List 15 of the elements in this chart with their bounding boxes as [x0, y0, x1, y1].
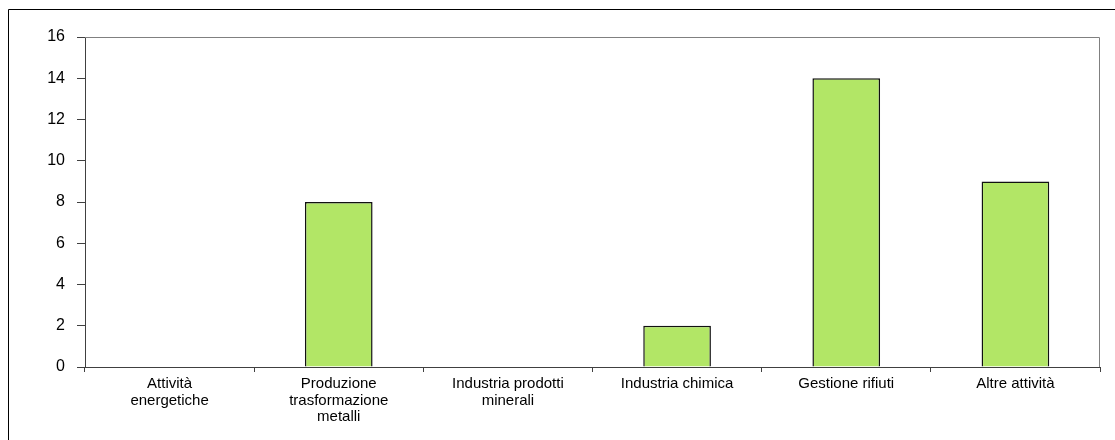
y-tick-label: 12	[47, 109, 66, 127]
x-tick-label: Industria prodotti minerali	[452, 374, 564, 408]
y-tick-label: 16	[47, 27, 66, 45]
y-tick-label: 8	[56, 192, 66, 210]
y-tick-label: 14	[47, 68, 66, 86]
x-tick-label: Gestione rifiuti	[798, 374, 895, 392]
x-tick-label: Attività energetiche	[130, 374, 209, 408]
y-tick-label: 6	[56, 233, 66, 251]
x-tick-label: Produzione trasformazione metalli	[289, 374, 389, 425]
y-tick-label: 4	[56, 274, 66, 292]
y-tick-label: 0	[56, 357, 66, 375]
y-tick-label: 2	[56, 316, 66, 334]
x-tick-label: Altre attività	[976, 374, 1056, 392]
x-tick-label: Industria chimica	[620, 374, 735, 392]
y-tick-label: 10	[47, 151, 66, 169]
